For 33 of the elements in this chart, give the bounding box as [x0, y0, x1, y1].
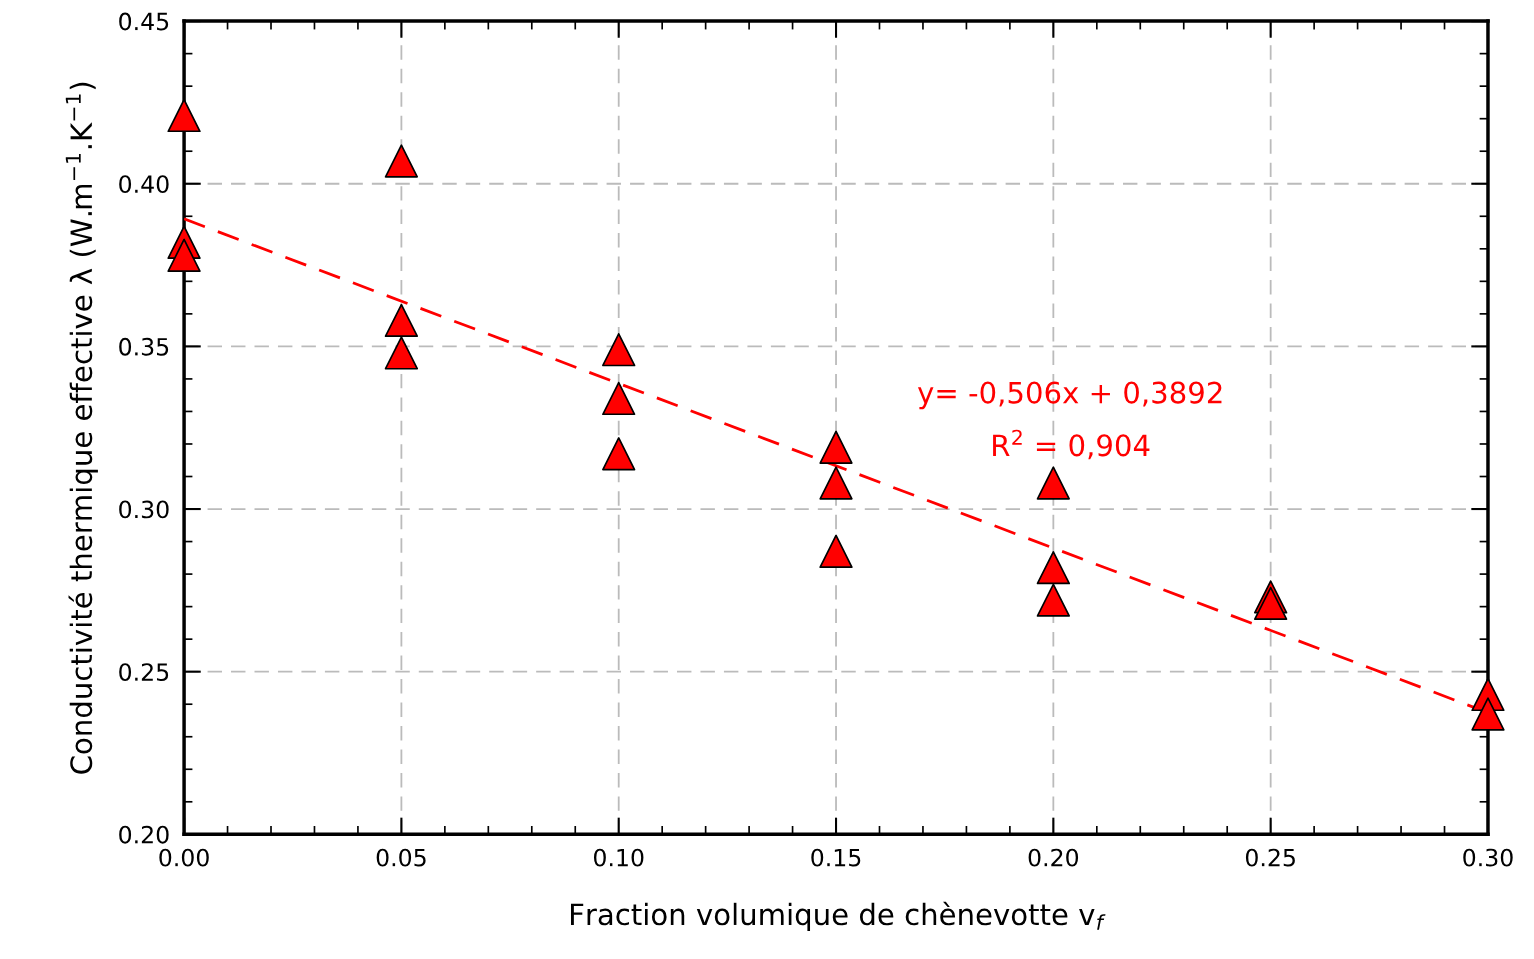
- point: [384, 144, 419, 178]
- x-tick-label: 0.15: [811, 848, 861, 867]
- point: [384, 336, 419, 370]
- point: [602, 437, 636, 471]
- point: [819, 466, 853, 500]
- point: [384, 303, 419, 338]
- y-axis-title: Conductivité thermique effective λ (W.m$^{−1}$.K$^{−1}$): [65, 82, 98, 774]
- point: [1036, 550, 1071, 585]
- point: [819, 534, 853, 568]
- annotation: y= -0,506x + 0,3892: [917, 381, 1222, 410]
- x-tick-label: 0.25: [1245, 848, 1295, 867]
- point: [1253, 586, 1288, 621]
- x-tick-label: 0.05: [376, 848, 426, 867]
- point: [1036, 583, 1071, 617]
- point: [819, 430, 853, 464]
- x-tick-label: 0.10: [593, 848, 644, 867]
- point: [1471, 697, 1505, 731]
- y-tick-label: 0.25: [119, 663, 169, 681]
- y-tick-label: 0.45: [119, 12, 169, 31]
- point: [602, 332, 636, 367]
- point: [167, 98, 201, 133]
- point: [167, 238, 201, 272]
- y-tick-label: 0.30: [119, 500, 169, 519]
- y-tick-label: 0.35: [119, 337, 169, 356]
- x-axis-title: Fraction volumique de chènevotte v$_{f}$: [571, 901, 1106, 932]
- y-tick-label: 0.40: [119, 175, 169, 194]
- point: [1036, 466, 1071, 500]
- point: [602, 381, 636, 416]
- x-tick-label: 0.30: [1463, 848, 1513, 867]
- x-tick-label: 0.00: [159, 848, 209, 867]
- y-tick-label: 0.20: [119, 825, 169, 844]
- x-tick-label: 0.20: [1028, 848, 1079, 867]
- annotation: R$^{2}$ = 0,904: [993, 429, 1150, 460]
